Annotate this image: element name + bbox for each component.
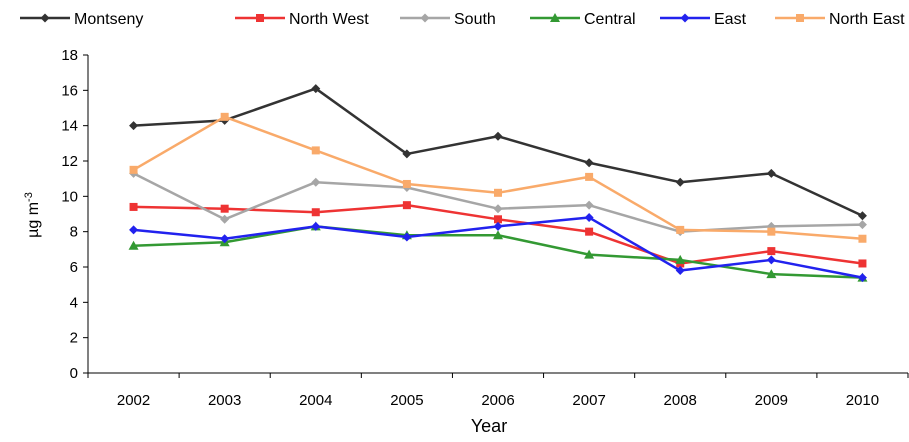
x-axis-title: Year [471, 416, 507, 436]
data-point-north-west [129, 202, 138, 211]
y-axis-title-main: µg m [25, 202, 42, 238]
data-point-north-east [402, 179, 411, 188]
data-point-east [220, 234, 230, 244]
data-point-north-east [220, 112, 229, 121]
legend-item-east: East [660, 11, 747, 28]
data-point-north-west [767, 247, 776, 256]
data-point-central [493, 230, 503, 240]
x-tick-label: 2004 [299, 392, 332, 409]
data-point-central [584, 249, 595, 259]
data-point-east [766, 255, 776, 265]
legend-label: Central [584, 11, 636, 28]
data-point-montseny [311, 84, 321, 94]
x-tick-label: 2002 [117, 392, 150, 409]
y-tick-label: 10 [61, 188, 78, 205]
legend-swatch-marker [40, 13, 50, 23]
x-tick-label: 2008 [664, 392, 697, 409]
data-point-north-west [402, 201, 411, 210]
series-north-west [129, 201, 867, 268]
y-tick-label: 16 [61, 82, 78, 99]
data-point-south [584, 200, 594, 210]
data-point-north-west [220, 204, 229, 213]
legend-swatch-marker [796, 14, 804, 22]
x-tick-label: 2006 [481, 392, 514, 409]
data-point-south [493, 204, 503, 214]
y-tick-label: 2 [70, 330, 78, 347]
legend-item-central: Central [530, 11, 636, 28]
x-tick-label: 2010 [846, 392, 879, 409]
x-tick-label: 2005 [390, 392, 423, 409]
legend-swatch-marker [256, 14, 264, 22]
y-axis-title: µg m-3 [23, 192, 42, 238]
data-point-east [857, 273, 867, 283]
data-point-east [311, 221, 321, 231]
data-point-central [675, 254, 686, 264]
legend-swatch-marker [680, 13, 690, 23]
data-point-montseny [129, 121, 139, 131]
legend-label: North West [289, 11, 369, 28]
data-point-north-west [858, 259, 867, 268]
data-point-montseny [857, 211, 867, 221]
y-tick-label: 14 [61, 118, 78, 135]
x-tick-label: 2003 [208, 392, 241, 409]
y-tick-label: 12 [61, 153, 78, 170]
data-point-north-east [129, 165, 138, 174]
y-tick-label: 18 [61, 47, 78, 64]
y-tick-label: 0 [70, 365, 78, 382]
data-point-north-east [494, 188, 502, 197]
series-east [129, 213, 867, 283]
legend-item-south: South [400, 11, 496, 28]
data-point-east [402, 232, 412, 242]
data-point-east [584, 213, 594, 223]
data-point-south [220, 214, 230, 224]
data-point-north-east [311, 146, 320, 155]
legend-swatch-marker [550, 13, 560, 22]
data-point-east [493, 221, 503, 231]
y-axis-title-superscript: -3 [23, 192, 35, 202]
legend-label: East [714, 11, 747, 28]
data-point-montseny [675, 177, 685, 187]
legend-item-montseny: Montseny [20, 11, 143, 28]
legend-label: South [454, 11, 496, 28]
y-tick-label: 6 [70, 259, 78, 276]
x-tick-label: 2007 [572, 392, 605, 409]
data-point-north-east [676, 225, 685, 234]
series-north-east [129, 112, 867, 243]
plot-area: 0 2 4 6 8 10 12 14 16 18 2002 2003 2004 2005 2006 2007 2… [61, 47, 909, 409]
legend-item-north-east: North East [775, 11, 905, 28]
data-point-north-west [311, 208, 320, 217]
data-point-north-east [858, 234, 867, 243]
legend-item-north-west: North West [235, 11, 369, 28]
data-point-north-east [585, 172, 594, 181]
data-point-montseny [402, 149, 412, 159]
y-tick-label: 8 [70, 224, 78, 241]
series-montseny [129, 84, 867, 221]
data-point-east [129, 225, 139, 235]
data-point-south [311, 177, 321, 187]
data-point-north-west [585, 227, 594, 236]
data-point-montseny [493, 131, 503, 141]
x-tick-label: 2009 [755, 392, 788, 409]
legend-swatch-marker [420, 13, 430, 23]
legend-label: Montseny [74, 11, 143, 28]
legend-label: North East [829, 11, 905, 28]
data-point-central [128, 240, 139, 250]
y-tick-label: 4 [70, 294, 78, 311]
data-point-north-east [767, 227, 776, 236]
data-point-montseny [766, 168, 776, 178]
data-point-south [857, 220, 867, 230]
data-point-montseny [584, 158, 594, 168]
data-point-central [766, 269, 777, 279]
data-point-north-west [494, 215, 502, 224]
legend: Montseny North West South Central East North … [20, 11, 905, 28]
data-point-east [675, 266, 685, 276]
